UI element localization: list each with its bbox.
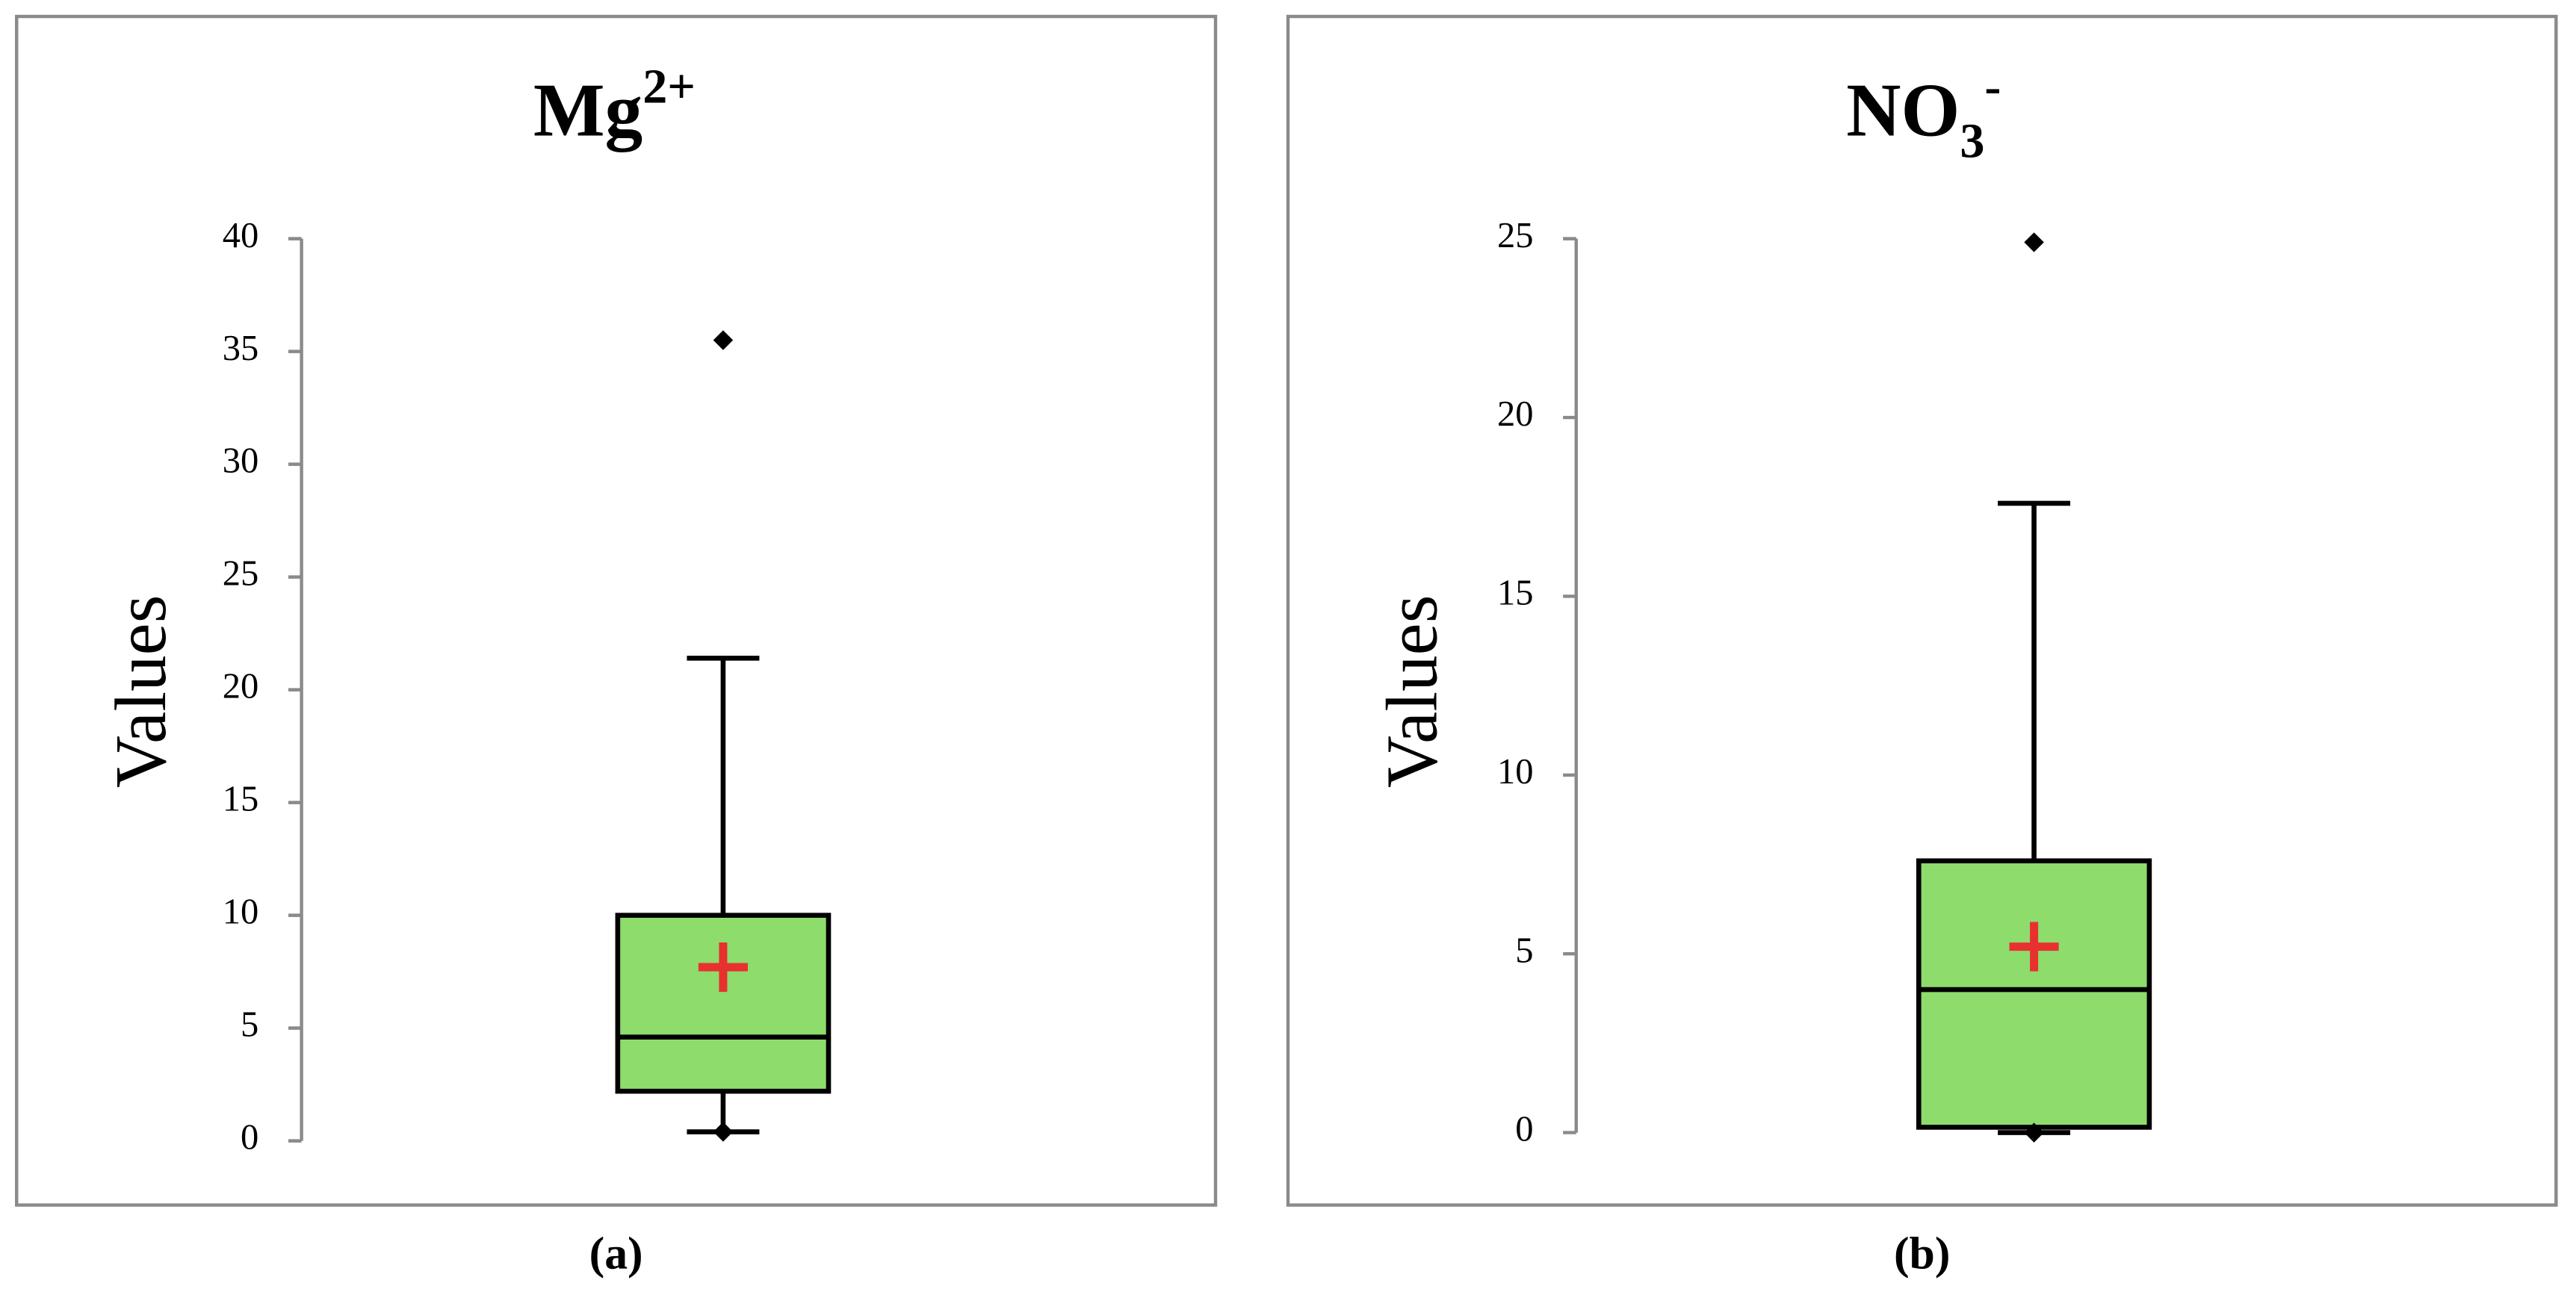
y-tick-label: 0 <box>1515 1110 1533 1149</box>
y-tick-label: 5 <box>1515 931 1533 970</box>
y-tick-label: 35 <box>223 329 258 368</box>
y-tick-label: 20 <box>1497 394 1533 434</box>
caption: (b) <box>1894 1228 1950 1279</box>
chart-title: Mg2+ <box>533 59 696 152</box>
y-axis-label: Values <box>1372 595 1452 789</box>
point <box>713 330 734 350</box>
y-axis-label: Values <box>101 595 181 789</box>
y-tick-label: 30 <box>223 441 258 481</box>
y-tick-label: 0 <box>241 1118 258 1158</box>
box <box>1916 858 2152 1130</box>
title-part: Mg <box>533 69 643 152</box>
title-part: - <box>1984 59 2001 114</box>
panel-frame <box>1286 14 2558 1207</box>
y-tick-label: 15 <box>1497 574 1533 613</box>
box <box>615 913 832 1094</box>
caption: (a) <box>589 1228 643 1279</box>
mean-marker <box>698 942 748 993</box>
title-part: NO <box>1846 69 1960 152</box>
y-tick-label: 15 <box>223 780 258 819</box>
y-tick-label: 10 <box>1497 752 1533 792</box>
y-tick-label: 5 <box>241 1005 258 1045</box>
point <box>2024 232 2044 252</box>
y-tick-label: 25 <box>223 554 258 594</box>
mean-marker <box>2009 922 2059 972</box>
point <box>2024 1122 2044 1143</box>
y-tick-label: 20 <box>223 667 258 706</box>
y-tick-label: 40 <box>223 216 258 255</box>
chart-title: NO3- <box>1846 59 2001 168</box>
title-part: 3 <box>1960 114 1984 168</box>
title-part: 2+ <box>643 59 696 114</box>
panel-frame <box>15 14 1218 1207</box>
y-tick-label: 10 <box>223 892 258 932</box>
point <box>713 1122 734 1142</box>
y-tick-label: 25 <box>1497 216 1533 255</box>
